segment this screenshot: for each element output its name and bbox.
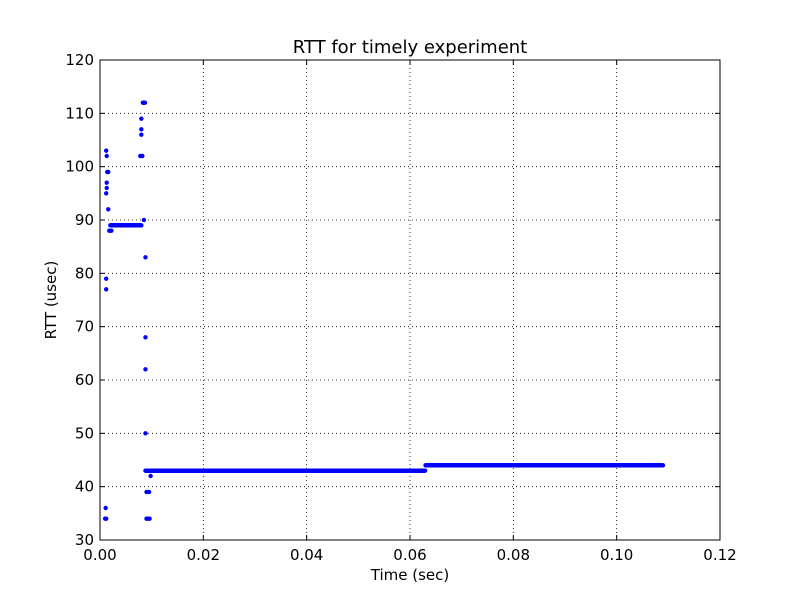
y-tick-label: 80 — [75, 264, 94, 282]
data-point — [143, 367, 148, 372]
data-point — [146, 489, 152, 495]
data-point — [143, 335, 148, 340]
y-tick-label: 60 — [75, 371, 94, 389]
x-tick-label: 0.10 — [600, 546, 633, 564]
y-tick-label: 70 — [75, 318, 94, 336]
data-point — [422, 468, 428, 473]
ticks — [99, 59, 721, 541]
data-point — [104, 287, 109, 292]
data-point — [139, 223, 144, 228]
data-point — [148, 473, 153, 479]
y-tick-label: 30 — [75, 531, 94, 549]
data-point — [660, 463, 666, 468]
data-point — [142, 100, 148, 105]
data-point — [139, 127, 144, 132]
x-tick-label: 0.04 — [290, 546, 323, 564]
data-point — [141, 217, 147, 223]
data-point — [147, 516, 152, 521]
data-points — [102, 100, 666, 521]
data-point — [106, 169, 111, 175]
y-tick-label: 90 — [75, 211, 94, 229]
data-point — [143, 255, 148, 260]
x-tick-label: 0.12 — [703, 546, 736, 564]
x-tick-label: 0.02 — [187, 546, 220, 564]
y-tick-label: 110 — [65, 104, 94, 122]
y-tick-label: 120 — [65, 51, 94, 69]
data-point — [104, 180, 109, 185]
data-point — [109, 228, 114, 233]
x-axis-label: Time (sec) — [370, 566, 449, 584]
data-point — [139, 116, 144, 121]
data-point — [104, 276, 109, 281]
y-tick-label: 100 — [65, 158, 94, 176]
data-point — [103, 505, 108, 511]
data-point — [140, 153, 145, 159]
y-axis-label: RTT (usec) — [42, 261, 60, 340]
data-point — [104, 153, 109, 159]
x-tick-label: 0.08 — [497, 546, 530, 564]
chart-title: RTT for timely experiment — [293, 37, 528, 58]
tick-labels: 0.00 0.02 0.04 0.06 0.08 0.10 0.12 30 40 50 60 70 80… — [65, 51, 736, 564]
data-point — [106, 207, 111, 212]
data-point — [104, 148, 109, 153]
y-tick-label: 40 — [75, 478, 94, 496]
data-point — [104, 191, 109, 196]
data-point — [139, 132, 144, 137]
data-point — [143, 431, 148, 436]
x-tick-label: 0.06 — [393, 546, 426, 564]
y-tick-label: 50 — [75, 424, 94, 442]
data-point — [104, 516, 109, 521]
x-tick-label: 0.00 — [83, 546, 116, 564]
data-point — [104, 185, 109, 191]
